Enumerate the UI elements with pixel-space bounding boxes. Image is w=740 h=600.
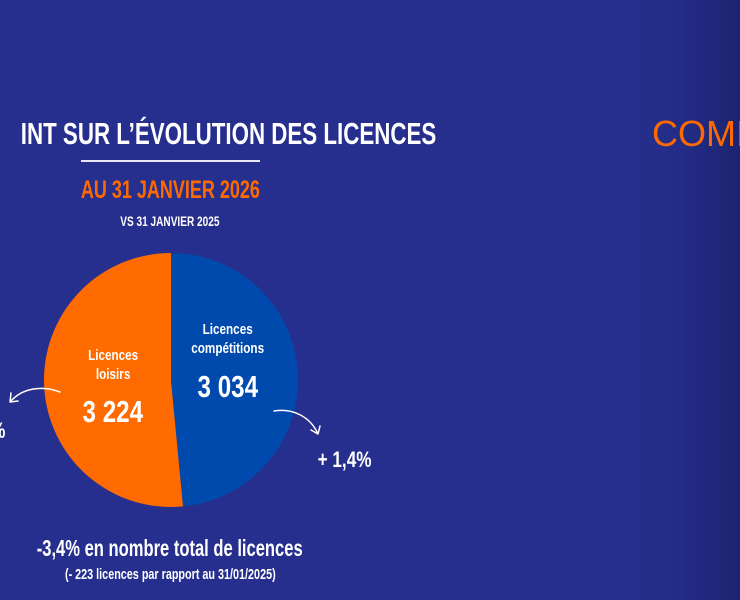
total-change: -3,4% en nombre total de licences <box>37 535 303 561</box>
slice-label-loisirs: Licences loisirs <box>87 347 139 383</box>
next-panel-title: COMI <box>652 113 740 154</box>
change-loisirs: % <box>0 418 8 444</box>
arrow-left-icon <box>9 387 61 403</box>
slice-value-loisirs: 3 224 <box>82 394 144 429</box>
pie-slice-competitions <box>171 253 299 507</box>
pie-slice-loisirs <box>44 253 184 507</box>
title-divider <box>81 160 260 162</box>
slice-value-competitions: 3 034 <box>197 369 259 404</box>
change-competitions: + 1,4% <box>318 447 372 472</box>
slice-label-competitions: Licences compétitions <box>191 321 265 357</box>
total-change-detail: (- 223 licences par rapport au 31/01/202… <box>64 566 276 583</box>
arrow-right-icon <box>273 409 321 435</box>
comparison-date: VS 31 JANVIER 2025 <box>120 213 220 229</box>
date-heading: AU 31 JANVIER 2026 <box>80 176 260 204</box>
page-title: INT SUR L’ÉVOLUTION DES LICENCES <box>20 116 437 151</box>
